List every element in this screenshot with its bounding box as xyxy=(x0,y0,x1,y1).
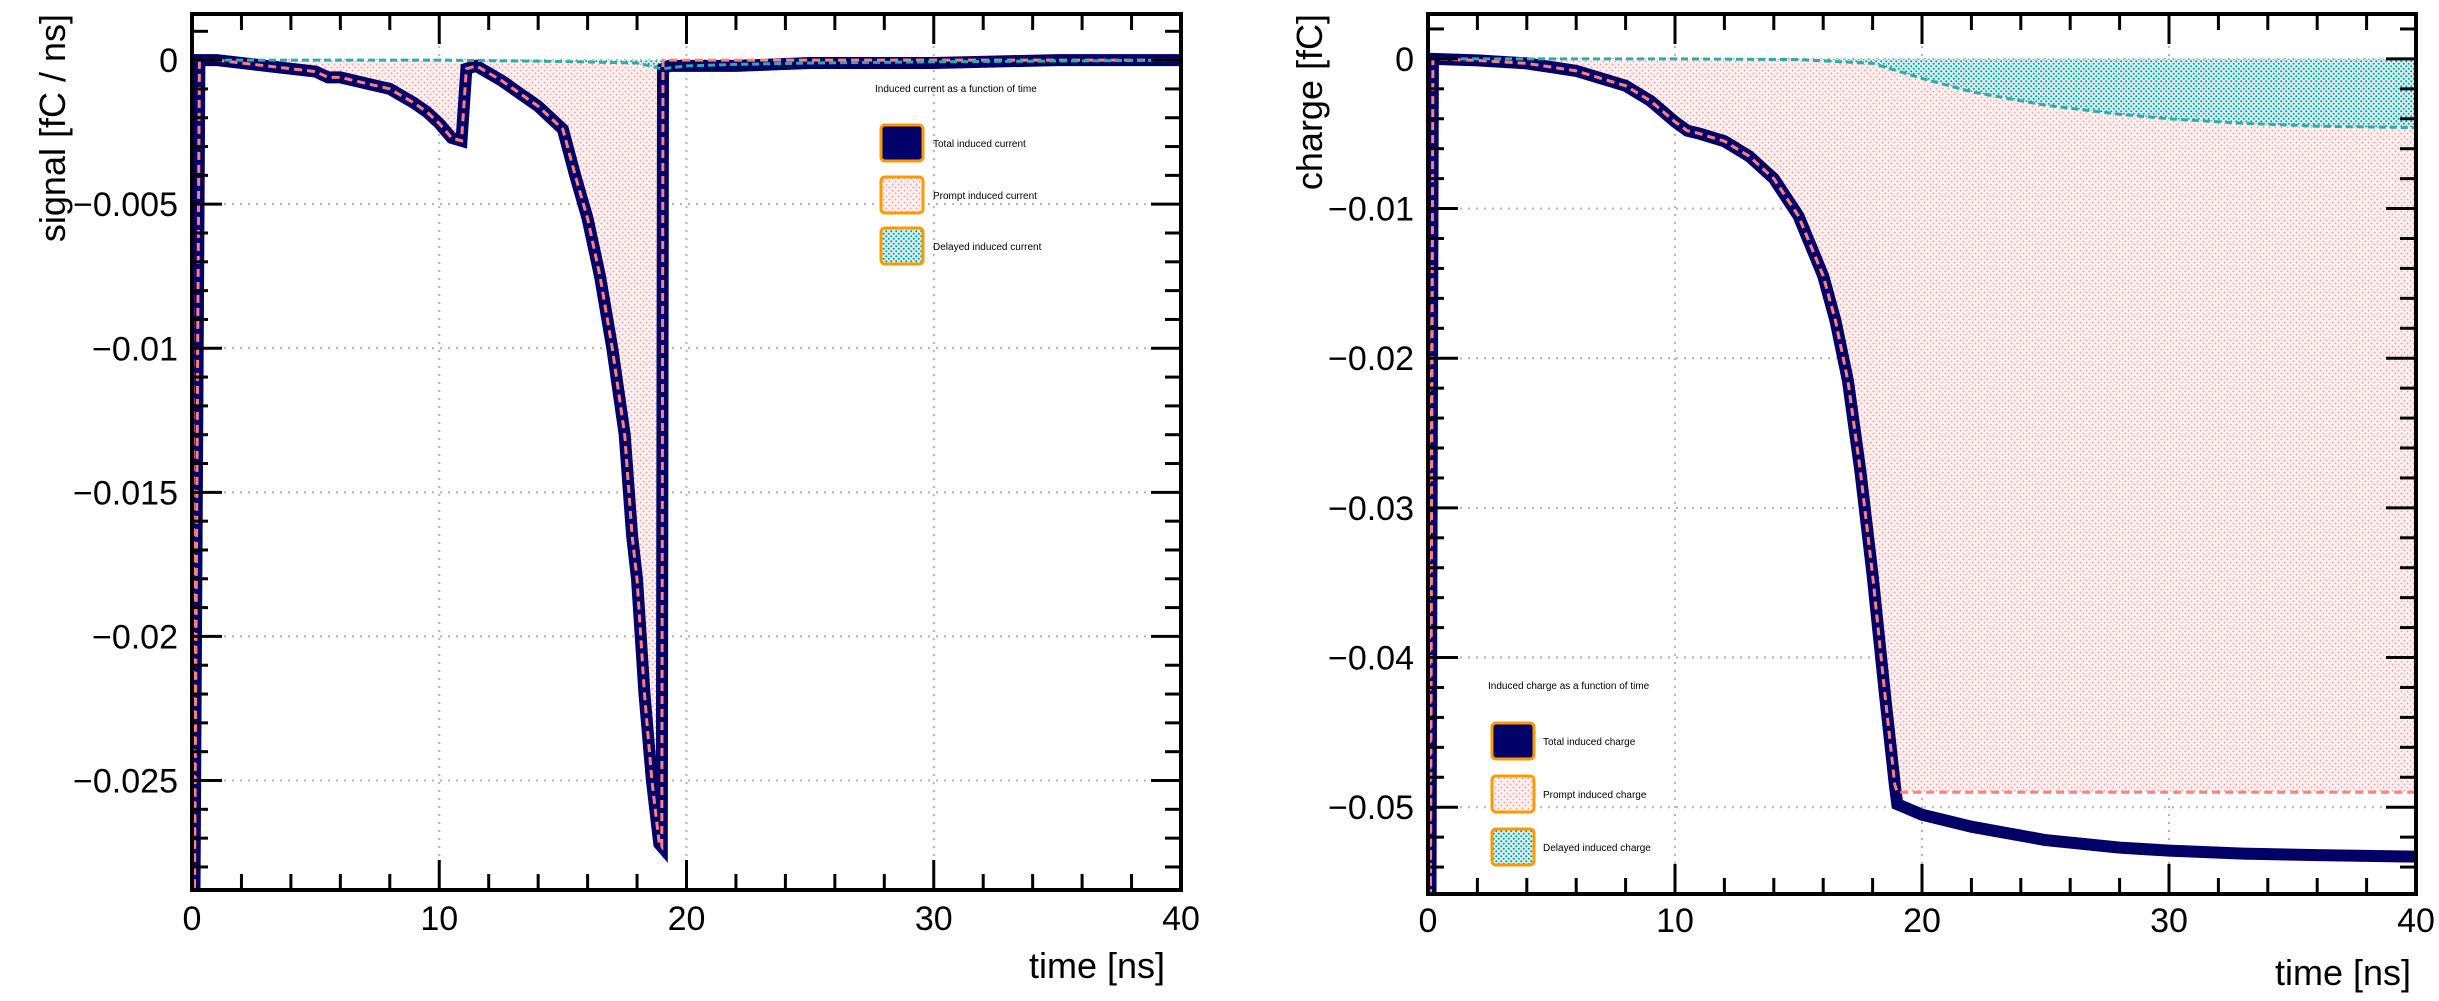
legend-swatch-total xyxy=(879,123,925,163)
x-axis-title: time [ns] xyxy=(2275,952,2411,993)
legend-entry-label: Prompt induced charge xyxy=(1543,790,1647,801)
y-tick-label: −0.02 xyxy=(1328,340,1414,378)
y-tick-label: −0.03 xyxy=(1328,490,1414,528)
x-tick-label: 0 xyxy=(183,900,202,938)
legend-entry-label: Delayed induced current xyxy=(933,242,1042,253)
legend-swatch-total xyxy=(1490,721,1536,761)
y-tick-label: −0.01 xyxy=(92,330,178,368)
charge-plot-panel: 0 10 20 30 40 0 −0.01 −0.02 −0.03 −0.04 −0.05 time … xyxy=(1289,12,2435,993)
x-tick-label: 0 xyxy=(1419,902,1438,940)
delayed-series-line xyxy=(192,58,1181,71)
x-tick-label: 10 xyxy=(420,900,458,938)
current-plot-panel: 0 10 20 30 40 0 −0.005 −0.01 −0.015 −0.02 −0.025 ti… xyxy=(32,12,1200,986)
y-tick-label: −0.025 xyxy=(73,763,178,801)
legend-entry-label: Prompt induced current xyxy=(933,191,1037,202)
legend-entry-label: Delayed induced charge xyxy=(1543,843,1651,854)
x-tick-label: 40 xyxy=(2397,902,2435,940)
y-axis-title: charge [fC] xyxy=(1289,14,1330,190)
y-tick-label: −0.01 xyxy=(1328,191,1414,229)
prompt-series-line xyxy=(1428,57,2416,894)
legend-swatch-delayed xyxy=(1490,827,1536,867)
legend-title: Induced current as a function of time xyxy=(875,84,1037,95)
y-tick-label: 0 xyxy=(159,42,178,80)
legend: Induced charge as a function of time Tota… xyxy=(1488,681,1651,867)
series-group xyxy=(192,54,1181,890)
legend-entry-label: Total induced charge xyxy=(1543,737,1636,748)
legend-swatch-prompt xyxy=(879,175,925,215)
series-group xyxy=(1428,52,2416,894)
legend: Induced current as a function of time Tot… xyxy=(875,84,1042,266)
prompt-fill-area xyxy=(192,60,1181,890)
y-axis-title: signal [fC / ns] xyxy=(32,14,73,242)
x-tick-label: 10 xyxy=(1656,902,1694,940)
y-tick-label: 0 xyxy=(1395,41,1414,79)
x-tick-label: 20 xyxy=(668,900,706,938)
delayed-fill-area xyxy=(1428,58,2416,128)
x-tick-label: 20 xyxy=(1903,902,1941,940)
total-series-line xyxy=(192,54,1181,890)
y-tick-label: −0.05 xyxy=(1328,789,1414,827)
y-tick-label: −0.02 xyxy=(92,618,178,656)
y-tick-label: −0.04 xyxy=(1328,640,1414,678)
prompt-series-line xyxy=(192,58,1181,890)
legend-title: Induced charge as a function of time xyxy=(1488,681,1650,692)
y-tick-label: −0.005 xyxy=(73,186,178,224)
x-axis-title: time [ns] xyxy=(1029,945,1165,986)
legend-swatch-delayed xyxy=(879,226,925,266)
x-tick-label: 30 xyxy=(915,900,953,938)
legend-swatch-prompt xyxy=(1490,774,1536,814)
x-tick-label: 40 xyxy=(1162,900,1200,938)
prompt-fill-area xyxy=(1428,58,2416,894)
y-tick-label: −0.015 xyxy=(73,474,178,512)
x-tick-label: 30 xyxy=(2150,902,2188,940)
legend-entry-label: Total induced current xyxy=(933,139,1026,150)
